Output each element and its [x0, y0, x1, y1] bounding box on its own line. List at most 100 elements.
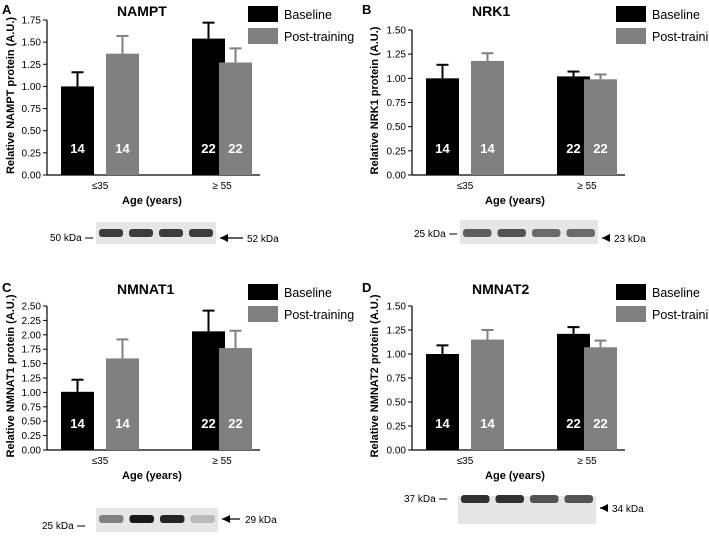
y-tick-label: 0.25 [22, 431, 42, 442]
bar-n-label: 14 [115, 141, 130, 156]
y-tick-label: 1.75 [22, 345, 42, 356]
blot-band [99, 229, 123, 237]
y-tick-label: 1.25 [22, 374, 42, 385]
y-tick-label: 2.50 [22, 302, 42, 313]
panel-C: C NMNAT1 Relative NMNAT1 protein (A.U.) 0.0… [2, 280, 354, 532]
bar-baseline-young [426, 78, 459, 175]
bar-post-training-young [106, 358, 139, 450]
legend-swatch [616, 284, 646, 300]
legend-swatch [248, 28, 278, 44]
arrow-left-icon [602, 234, 610, 242]
blot-marker-left: 25 kDa [414, 229, 446, 240]
blot-label-right: 29 kDa [245, 515, 277, 526]
bar-post-training-old [584, 79, 617, 175]
panel-B: B NRK1 Relative NRK1 protein (A.U.) 0.00 0.2… [362, 2, 709, 245]
blot-band [129, 229, 153, 237]
y-tick-label: 2.00 [22, 330, 42, 341]
y-tick-label: 1.75 [22, 16, 42, 27]
y-tick-label: 0.50 [387, 122, 407, 133]
x-axis-label: Age (years) [485, 470, 545, 482]
y-tick-label: 1.00 [387, 74, 407, 85]
y-tick-label: 0.75 [387, 374, 407, 385]
bar-post-training-old [219, 348, 252, 450]
y-tick-label: 0.00 [22, 171, 42, 182]
blot-band [495, 495, 524, 503]
y-tick-label: 1.00 [387, 350, 407, 361]
bar-baseline-young [61, 391, 94, 450]
bar-n-label: 14 [115, 416, 130, 431]
bar-post-training-young [471, 60, 504, 175]
blot-band [463, 229, 492, 237]
y-tick-label: 1.00 [22, 388, 42, 399]
legend-swatch [248, 6, 278, 22]
x-axis-label: Age (years) [485, 195, 545, 207]
panel-letter: A [2, 2, 12, 17]
y-axis-label: Relative NMNAT2 protein (A.U.) [369, 294, 381, 457]
x-tick-label: ≥ 55 [212, 181, 232, 192]
bar-n-label: 14 [480, 416, 495, 431]
y-tick-label: 0.00 [22, 446, 42, 457]
y-tick-label: 1.25 [387, 326, 407, 337]
blot-marker-left: 37 kDa [404, 494, 436, 505]
bar-n-label: 22 [201, 141, 215, 156]
panel-D: D NMNAT2 Relative NMNAT2 protein (A.U.) 0.0… [362, 280, 709, 524]
y-axis-label: Relative NMNAT1 protein (A.U.) [5, 294, 17, 457]
bar-n-label: 14 [70, 141, 85, 156]
legend-label: Post-training [284, 30, 354, 44]
y-axis-label: Relative NRK1 protein (A.U.) [369, 26, 381, 174]
blot-band [129, 515, 154, 523]
legend-swatch [616, 6, 646, 22]
blot-band [497, 229, 526, 237]
blot-band [532, 229, 561, 237]
blot-band [160, 515, 185, 523]
bar-n-label: 22 [593, 416, 607, 431]
y-tick-label: 1.25 [387, 50, 407, 61]
chart-title: NRK1 [472, 3, 510, 19]
blot-label-right: 52 kDa [247, 234, 279, 245]
y-tick-label: 0.50 [22, 417, 42, 428]
y-tick-label: 1.50 [22, 38, 42, 49]
bar-n-label: 14 [70, 416, 85, 431]
panel-letter: C [2, 280, 12, 295]
panel-letter: D [362, 280, 371, 295]
legend-label: Post-training [652, 308, 709, 322]
bar-post-training-old [219, 62, 252, 176]
y-tick-label: 1.50 [22, 359, 42, 370]
x-tick-label: ≥ 55 [577, 456, 597, 467]
blot-band [461, 495, 490, 503]
legend-label: Baseline [284, 8, 332, 22]
blot-band [530, 495, 559, 503]
y-tick-label: 0.25 [387, 146, 407, 157]
bar-n-label: 22 [201, 416, 215, 431]
arrow-left-icon [600, 504, 608, 512]
blot-band [189, 229, 213, 237]
blot-band [159, 229, 183, 237]
y-tick-label: 0.00 [387, 171, 407, 182]
y-tick-label: 1.50 [387, 302, 407, 313]
legend-swatch [616, 28, 646, 44]
chart-title: NMNAT1 [117, 281, 175, 297]
y-tick-label: 1.50 [387, 26, 407, 37]
legend-label: Baseline [284, 286, 332, 300]
bar-n-label: 22 [593, 141, 607, 156]
blot-marker-left: 50 kDa [50, 233, 82, 244]
legend-swatch [616, 306, 646, 322]
arrow-left-icon [220, 234, 228, 242]
chart-title: NAMPT [117, 3, 167, 19]
blot-label-right: 34 kDa [612, 504, 644, 515]
bar-post-training-old [584, 347, 617, 450]
blot-membrane [96, 222, 216, 244]
legend-swatch [248, 306, 278, 322]
panel-letter: B [362, 2, 371, 17]
y-tick-label: 2.25 [22, 316, 42, 327]
bar-baseline-young [426, 354, 459, 450]
bar-post-training-young [471, 339, 504, 450]
blot-band [190, 515, 215, 523]
blot-band [566, 229, 595, 237]
y-axis-label: Relative NAMPT protein (A.U.) [5, 17, 17, 174]
y-tick-label: 1.25 [22, 60, 42, 71]
arrow-left-icon [222, 515, 230, 523]
y-tick-label: 1.00 [22, 82, 42, 93]
x-tick-label: ≤35 [457, 181, 474, 192]
legend-swatch [248, 284, 278, 300]
